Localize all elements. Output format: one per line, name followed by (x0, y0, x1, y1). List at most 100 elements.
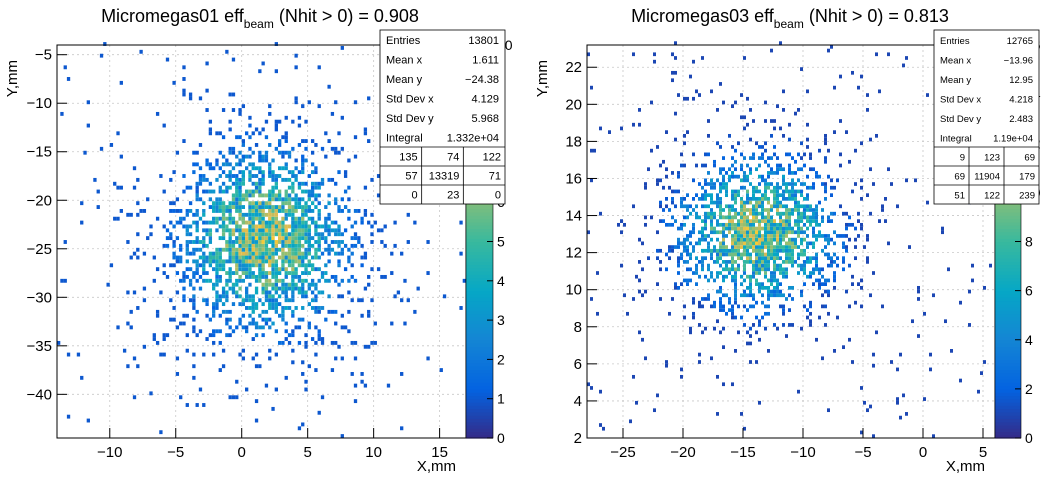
heatmap-cell (764, 185, 767, 190)
heatmap-cell (347, 208, 351, 213)
heatmap-cell (291, 119, 295, 124)
heatmap-cell (734, 267, 737, 272)
heatmap-cell (773, 152, 776, 157)
heatmap-cell (812, 282, 815, 286)
heatmap-cell (317, 212, 321, 217)
heatmap-cell (947, 267, 950, 272)
heatmap-cell (301, 278, 305, 283)
heatmap-cell (806, 193, 809, 198)
heatmap-cell (782, 174, 785, 179)
color-bar-segment (995, 218, 1021, 223)
heatmap-cell (317, 181, 321, 186)
heatmap-cell (215, 162, 219, 167)
heatmap-cell (860, 304, 863, 309)
heatmap-cell (241, 193, 246, 198)
heatmap-cell (764, 197, 767, 201)
heatmap-cell (764, 215, 767, 220)
heatmap-cell (294, 267, 298, 272)
heatmap-cell (297, 426, 302, 431)
heatmap-cell (707, 293, 710, 298)
heatmap-cell (755, 211, 758, 216)
heatmap-cell (380, 240, 384, 244)
color-bar-segment (466, 231, 493, 236)
heatmap-cell (271, 263, 275, 268)
heatmap-cell (281, 240, 285, 244)
color-bar-segment (995, 238, 1021, 243)
heatmap-cell (291, 224, 295, 229)
heatmap-cell (192, 259, 196, 264)
heatmap-cell (238, 274, 242, 279)
heatmap-cell (287, 185, 292, 190)
heatmap-cell (340, 45, 344, 50)
heatmap-cell (238, 240, 242, 244)
heatmap-cell (215, 294, 219, 299)
heatmap-cell (198, 240, 203, 244)
heatmap-cell (755, 185, 758, 190)
heatmap-cell (225, 189, 229, 194)
heatmap-cell (857, 282, 860, 286)
heatmap-cell (869, 167, 872, 172)
heatmap-cell (218, 259, 222, 264)
heatmap-cell (353, 356, 358, 361)
heatmap-cell (734, 189, 737, 194)
heatmap-cell (271, 247, 275, 252)
heatmap-cell (842, 211, 845, 216)
overflow-cell: 74 (447, 152, 459, 164)
heatmap-cell (782, 237, 785, 242)
heatmap-cell (281, 154, 285, 159)
heatmap-cell (752, 323, 755, 327)
heatmap-cell (803, 230, 806, 235)
heatmap-cell (261, 212, 265, 217)
heatmap-cell (188, 278, 193, 283)
heatmap-cell (294, 224, 298, 229)
heatmap-cell (704, 237, 707, 242)
heatmap-cell (215, 271, 219, 275)
heatmap-cell (746, 215, 749, 220)
heatmap-cell (390, 321, 394, 326)
color-bar-segment (995, 356, 1021, 360)
heatmap-cell (767, 311, 770, 316)
heatmap-cell (268, 201, 272, 206)
heatmap-cell (719, 197, 722, 201)
heatmap-cell (212, 216, 216, 221)
heatmap-cell (228, 271, 232, 275)
heatmap-cell (261, 236, 265, 241)
heatmap-cell (274, 146, 278, 151)
heatmap-cell (274, 220, 278, 225)
stats-value: 1.19e+04 (993, 133, 1033, 144)
heatmap-cell (842, 256, 845, 261)
heatmap-cell (794, 159, 797, 164)
heatmap-cell (725, 185, 728, 190)
heatmap-cell (231, 302, 236, 307)
heatmap-cell (707, 241, 710, 246)
heatmap-cell (842, 245, 845, 249)
heatmap-cell (749, 304, 752, 309)
heatmap-cell (360, 243, 364, 248)
heatmap-cell (812, 208, 815, 212)
heatmap-cell (274, 216, 278, 221)
heatmap-cell (221, 162, 226, 167)
heatmap-cell (797, 215, 800, 220)
heatmap-cell (758, 230, 761, 235)
heatmap-cell (297, 240, 302, 244)
heatmap-cell (782, 219, 785, 223)
heatmap-cell (261, 247, 265, 252)
heatmap-cell (179, 278, 183, 283)
heatmap-cell (301, 216, 305, 221)
heatmap-cell (304, 205, 308, 209)
heatmap-cell (788, 163, 791, 168)
heatmap-cell (650, 215, 653, 220)
heatmap-cell (884, 219, 887, 223)
heatmap-cell (277, 271, 282, 275)
heatmap-cell (228, 247, 232, 252)
heatmap-cell (238, 197, 242, 202)
heatmap-cell (701, 193, 704, 198)
heatmap-cell (277, 240, 282, 244)
heatmap-cell (806, 234, 809, 238)
heatmap-cell (785, 182, 788, 186)
heatmap-cell (815, 215, 818, 220)
heatmap-cell (722, 222, 725, 227)
heatmap-cell (710, 89, 713, 94)
heatmap-cell (268, 317, 272, 322)
heatmap-cell (185, 267, 189, 272)
